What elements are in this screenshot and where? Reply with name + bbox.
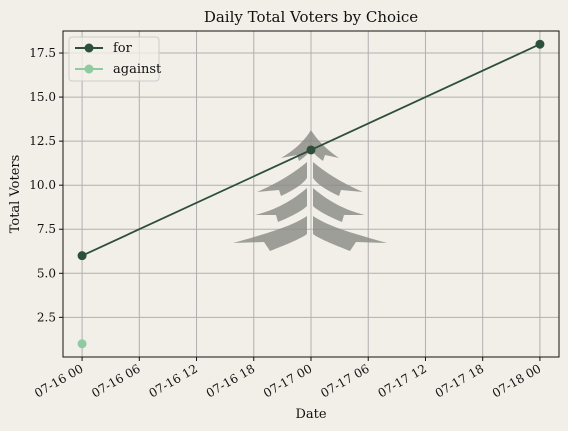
x-tick-label: 07-18 00 <box>490 361 543 400</box>
x-tick-label: 07-17 06 <box>318 361 371 400</box>
y-tick-label: 5.0 <box>37 266 56 280</box>
y-tick-label: 12.5 <box>29 134 56 148</box>
legend: for against <box>68 36 162 82</box>
x-tick-label: 07-17 00 <box>261 361 314 400</box>
x-tick-label: 07-17 18 <box>433 361 486 400</box>
legend-marker-for <box>84 43 94 53</box>
series-against <box>77 339 87 349</box>
legend-label-for: for <box>113 41 133 56</box>
x-tick-label: 07-17 12 <box>375 361 428 400</box>
data-point-for <box>77 251 87 261</box>
data-point-for <box>535 39 545 49</box>
y-axis: 2.5 5.0 7.5 10.0 12.5 15.0 17.5 <box>29 46 63 324</box>
series-for <box>77 39 545 261</box>
x-tick-label: 07-16 12 <box>147 361 200 400</box>
x-tick-label: 07-16 18 <box>204 361 257 400</box>
x-axis: 07-16 00 07-16 06 07-16 12 07-16 18 07-17 00… <box>32 357 543 400</box>
legend-marker-against <box>84 64 94 74</box>
y-tick-label: 10.0 <box>29 178 56 192</box>
y-tick-label: 15.0 <box>29 90 56 104</box>
chart-title: Daily Total Voters by Choice <box>204 8 418 26</box>
y-tick-label: 17.5 <box>29 46 56 60</box>
x-tick-label: 07-16 06 <box>89 361 142 400</box>
x-axis-label: Date <box>295 407 326 422</box>
data-point-against <box>77 339 87 349</box>
series-layer <box>77 39 545 349</box>
y-tick-label: 7.5 <box>37 222 56 236</box>
x-tick-label: 07-16 00 <box>32 361 85 400</box>
legend-label-against: against <box>113 62 162 77</box>
y-tick-label: 2.5 <box>37 310 56 324</box>
y-axis-label: Total Voters <box>8 155 23 234</box>
data-point-for <box>306 145 316 155</box>
